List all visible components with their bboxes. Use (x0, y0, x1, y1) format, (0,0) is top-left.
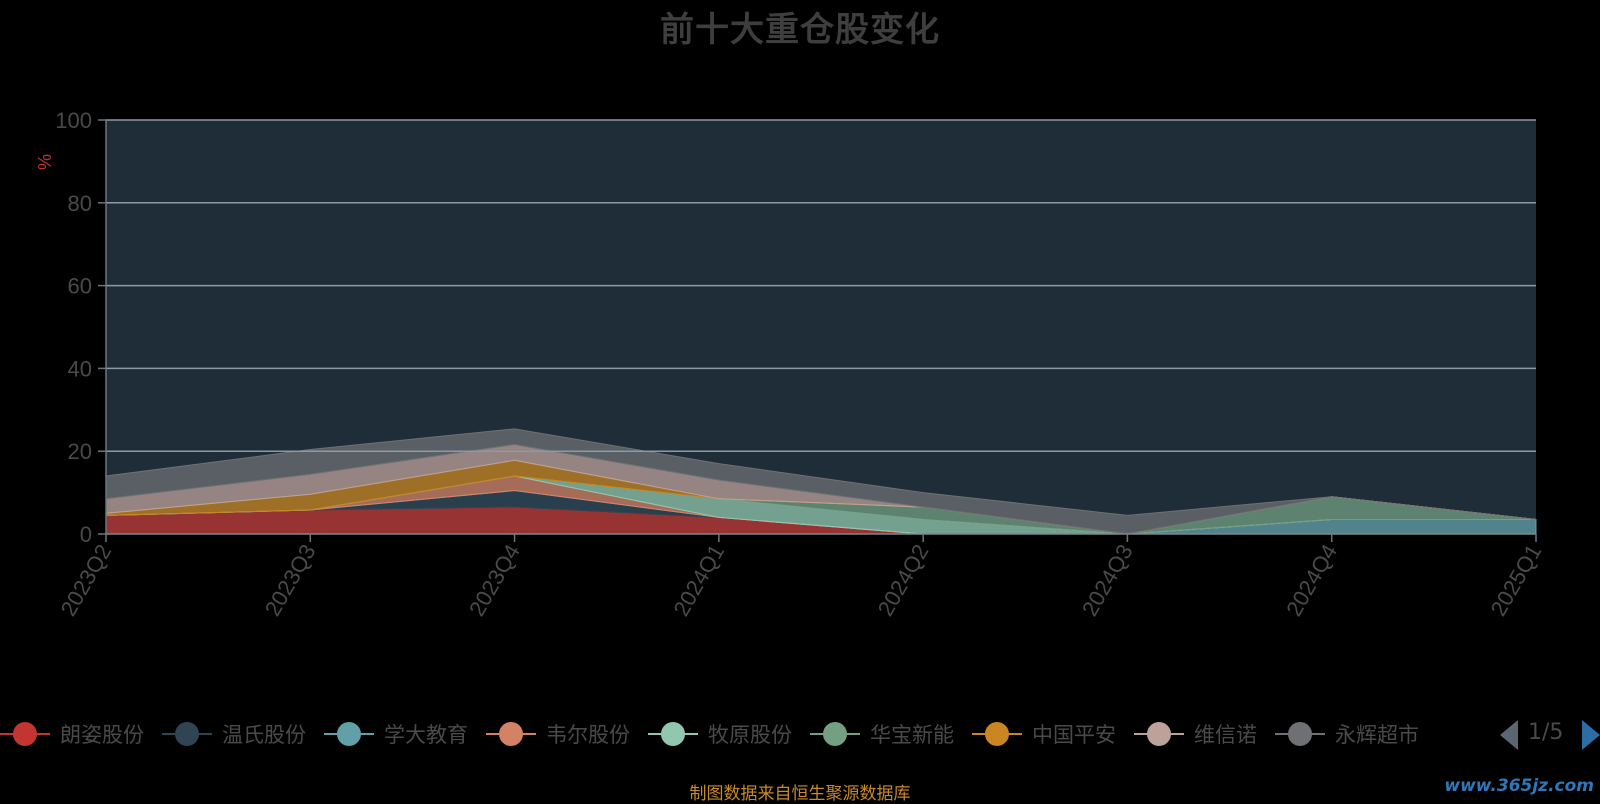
legend-marker-icon (486, 721, 536, 747)
y-axis-label: % (35, 154, 55, 170)
y-tick-label: 60 (68, 274, 92, 299)
x-tick-label: 2023Q3 (260, 540, 321, 620)
legend-item[interactable]: 中国平安 (972, 714, 1116, 754)
legend-marker-icon (1134, 721, 1184, 747)
legend-marker-icon (0, 721, 50, 747)
y-axis-ticks: 0 20 40 60 80 100 (55, 108, 107, 547)
legend-marker-icon (324, 721, 374, 747)
legend-page-indicator: 1/5 (1528, 720, 1564, 745)
legend-marker-icon (648, 721, 698, 747)
prev-page-icon[interactable] (1500, 720, 1518, 750)
legend-label: 中国平安 (1032, 723, 1116, 747)
legend-pager: 1/5 (1500, 714, 1600, 754)
x-tick-label: 2025Q1 (1486, 540, 1547, 620)
legend-marker-icon (1275, 721, 1325, 747)
legend-item[interactable]: 华宝新能 (810, 714, 954, 754)
watermark: www.365jz.com (1444, 776, 1594, 796)
legend: 朗姿股份 温氏股份 学大教育 韦尔股份 牧原股份 华宝新能 中国平安 维信诺 永辉超市 (0, 714, 1480, 754)
legend-marker-icon (972, 721, 1022, 747)
y-tick-label: 0 (80, 522, 92, 547)
x-tick-label: 2023Q2 (56, 540, 117, 620)
legend-label: 牧原股份 (708, 723, 792, 747)
x-tick-label: 2024Q1 (668, 540, 729, 620)
area-layers (105, 428, 1537, 535)
x-tick-label: 2024Q4 (1281, 540, 1342, 620)
legend-item[interactable]: 朗姿股份 (0, 714, 144, 754)
legend-label: 永辉超市 (1335, 723, 1419, 747)
legend-label: 维信诺 (1194, 723, 1257, 747)
y-tick-label: 100 (55, 108, 92, 133)
legend-item[interactable]: 永辉超市 (1275, 714, 1419, 754)
data-source-note: 制图数据来自恒生聚源数据库 (689, 784, 911, 804)
x-tick-label: 2024Q3 (1077, 540, 1138, 620)
legend-label: 温氏股份 (222, 723, 306, 747)
legend-label: 华宝新能 (870, 723, 954, 747)
legend-label: 学大教育 (384, 723, 468, 747)
y-tick-label: 40 (68, 356, 92, 381)
chart-title: 前十大重仓股变化 (660, 10, 940, 50)
legend-marker-icon (162, 721, 212, 747)
legend-marker-icon (810, 721, 860, 747)
grid-lines (106, 119, 1536, 535)
legend-item[interactable]: 维信诺 (1134, 714, 1257, 754)
x-tick-label: 2024Q2 (873, 540, 934, 620)
area-series-9[interactable] (105, 428, 1537, 535)
x-axis-ticks: 2023Q2 2023Q3 2023Q4 2024Q1 2024Q2 2024Q3 2024… (56, 534, 1547, 620)
legend-item[interactable]: 温氏股份 (162, 714, 306, 754)
legend-label: 韦尔股份 (546, 723, 630, 747)
legend-item[interactable]: 韦尔股份 (486, 714, 630, 754)
next-page-icon[interactable] (1582, 720, 1600, 750)
y-tick-label: 80 (68, 191, 92, 216)
y-tick-label: 20 (68, 439, 92, 464)
x-tick-label: 2023Q4 (464, 540, 525, 620)
legend-item[interactable]: 牧原股份 (648, 714, 792, 754)
legend-item[interactable]: 学大教育 (324, 714, 468, 754)
legend-label: 朗姿股份 (60, 723, 144, 747)
